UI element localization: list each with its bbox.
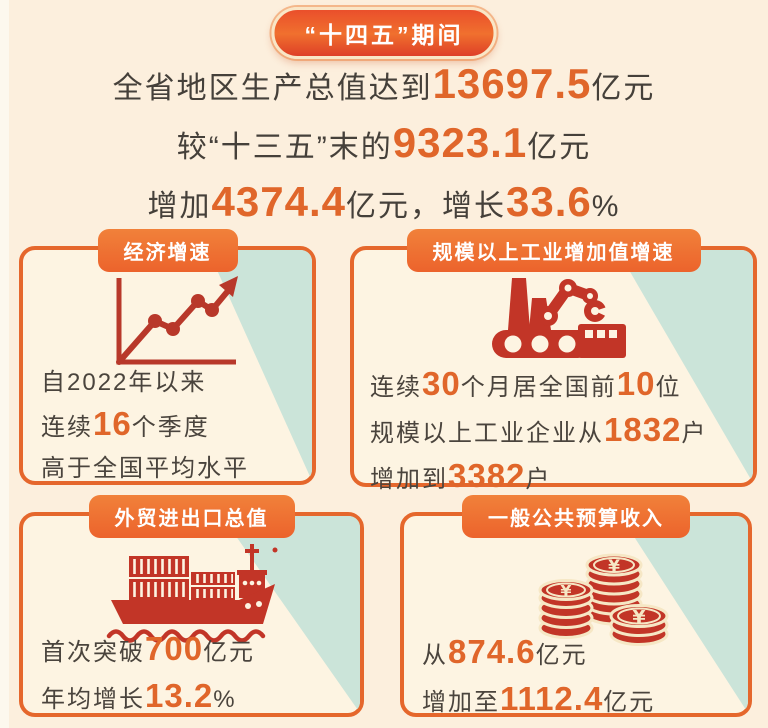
headline-line-2: 较“十三五”末的9323.1亿元	[0, 118, 768, 177]
card-foreign-trade: 外贸进出口总值	[19, 495, 364, 717]
gdp-total-value: 13697.5	[432, 60, 592, 107]
card-title-badge: 一般公共预算收入	[462, 495, 690, 538]
headline-text: 增加	[147, 190, 212, 223]
card-text: 首次突破700亿元 年均增长13.2%	[41, 629, 255, 723]
headline-text: 较“十三五”末的	[176, 131, 393, 164]
card-public-budget-revenue: 一般公共预算收入 ¥	[400, 495, 752, 717]
revenue-from-value: 874.6	[448, 633, 536, 670]
stat-line: 高于全国平均水平	[41, 450, 249, 491]
card-title-badge: 规模以上工业增加值增速	[406, 229, 701, 272]
stat-text: 高于全国平均水平	[41, 455, 249, 482]
card-industrial-added-value: 规模以上工业增加值增速	[350, 229, 757, 494]
stat-text: 位	[655, 374, 682, 401]
card-body: ¥ ¥ ¥	[404, 516, 748, 717]
quarters-count: 16	[93, 405, 132, 442]
enterprises-from: 1832	[604, 411, 682, 448]
stat-line: 增加到3382户	[370, 456, 707, 502]
stat-text: 自2022年以来	[41, 369, 207, 396]
headline-unit: 亿元	[591, 72, 656, 105]
line-chart-up-icon	[99, 270, 239, 375]
card-economic-growth: 经济增速 自2022年以来 连续16个季度 高于全国平均水平	[19, 229, 316, 485]
increase-value: 4374.4	[211, 178, 347, 225]
card-text: 连续30个月居全国前10位 规模以上工业企业从1832户 增加到3382户	[370, 364, 707, 502]
headline-unit: %	[591, 190, 621, 223]
card-body: 连续30个月居全国前10位 规模以上工业企业从1832户 增加到3382户	[354, 250, 753, 494]
svg-text:¥: ¥	[560, 582, 571, 601]
headline-unit: 亿元	[527, 131, 592, 164]
stat-text: 连续	[370, 374, 422, 401]
left-margin-strip	[0, 0, 9, 728]
stat-text: 户	[681, 420, 708, 447]
stat-text: 亿元	[535, 642, 588, 669]
stat-text: 连续	[41, 414, 93, 441]
headline-line-3: 增加4374.4亿元，增长33.6%	[0, 177, 768, 236]
stat-text: 规模以上工业企业从	[370, 420, 604, 447]
card-text: 自2022年以来 连续16个季度 高于全国平均水平	[41, 364, 249, 491]
stat-text: 亿元	[203, 639, 256, 666]
revenue-to-value: 1112.4	[500, 680, 604, 717]
svg-text:¥: ¥	[632, 607, 645, 629]
stat-line: 从874.6亿元	[422, 632, 655, 679]
stat-line: 规模以上工业企业从1832户	[370, 410, 707, 456]
headline: 全省地区生产总值达到13697.5亿元 较“十三五”末的9323.1亿元 增加4…	[0, 59, 768, 236]
stat-line: 连续30个月居全国前10位	[370, 364, 707, 410]
factory-robot-arm-icon	[488, 274, 626, 367]
stat-text: 增加至	[422, 689, 500, 716]
svg-text:¥: ¥	[608, 557, 620, 577]
stat-text: 首次突破	[41, 639, 145, 666]
stat-text: 年均增长	[41, 686, 145, 713]
cargo-ship-icon	[101, 542, 281, 649]
card-title: 规模以上工业增加值增速	[432, 242, 675, 264]
period-badge: “十四五”期间	[271, 7, 497, 59]
card-text: 从874.6亿元 增加至1112.4亿元	[422, 632, 655, 726]
stat-line: 自2022年以来	[41, 364, 249, 405]
headline-text: 全省地区生产总值达到	[112, 72, 433, 105]
card-title-badge: 经济增速	[97, 229, 238, 272]
trade-breakthrough-value: 700	[145, 630, 204, 667]
period-badge-label: “十四五”期间	[304, 22, 464, 48]
stat-text: 个季度	[131, 414, 210, 441]
card-title: 经济增速	[123, 242, 212, 264]
stat-line: 年均增长13.2%	[41, 676, 255, 723]
headline-text: 亿元，增长	[346, 190, 507, 223]
stat-text: %	[213, 686, 237, 713]
stat-text: 增加到	[370, 466, 448, 493]
months-count: 30	[422, 365, 461, 402]
growth-percent: 33.6	[506, 178, 592, 225]
rank-number: 10	[616, 365, 656, 402]
card-title-badge: 外贸进出口总值	[88, 495, 295, 538]
enterprises-to: 3382	[448, 457, 526, 494]
coin-stacks-icon: ¥ ¥ ¥	[526, 544, 678, 651]
previous-period-value: 9323.1	[392, 119, 528, 166]
card-title: 外贸进出口总值	[114, 508, 269, 530]
stat-text: 个月居全国前	[460, 374, 617, 401]
card-body: 自2022年以来 连续16个季度 高于全国平均水平	[23, 250, 312, 482]
card-body: 首次突破700亿元 年均增长13.2%	[23, 516, 360, 714]
stat-text: 从	[422, 642, 448, 669]
card-title: 一般公共预算收入	[488, 508, 664, 530]
card-corner-clip	[354, 250, 753, 483]
stat-text: 亿元	[603, 689, 656, 716]
annual-growth-percent: 13.2	[145, 677, 214, 714]
stat-line: 首次突破700亿元	[41, 629, 255, 676]
stat-line: 增加至1112.4亿元	[422, 679, 655, 726]
stat-text: 户	[525, 466, 552, 493]
stat-line: 连续16个季度	[41, 405, 249, 450]
headline-line-1: 全省地区生产总值达到13697.5亿元	[0, 59, 768, 118]
